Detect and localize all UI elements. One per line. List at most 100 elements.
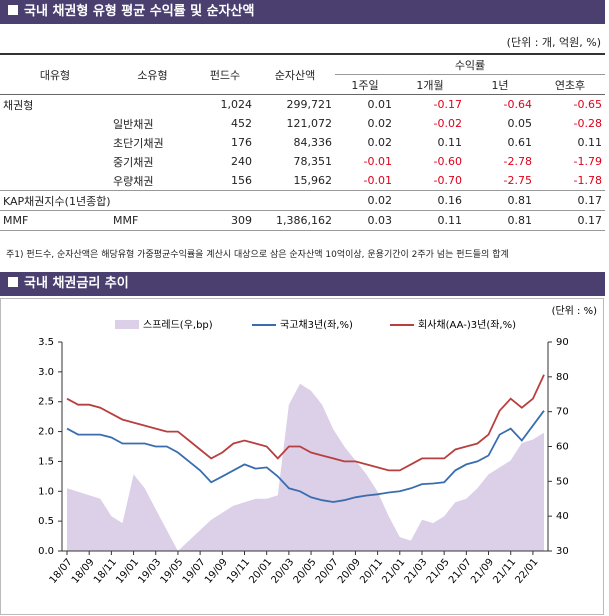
table-row: KAP채권지수(1년종합) 0.02 0.16 0.81 0.17 xyxy=(0,191,605,211)
table-cell: 309 xyxy=(231,214,252,227)
table-cell: 121,072 xyxy=(286,117,333,130)
table-cell: -0.01 xyxy=(363,155,392,168)
x-tick-label: 21/11 xyxy=(491,557,518,586)
x-tick-label: 22/01 xyxy=(514,557,541,586)
unit-note: (단위 : 개, 억원, %) xyxy=(506,36,601,49)
table-cell: MMF xyxy=(113,214,139,227)
table-cell xyxy=(0,171,110,191)
header-cell: 1년 xyxy=(491,78,509,92)
table-cell: 채권형 xyxy=(3,98,34,112)
table-cell: 78,351 xyxy=(293,155,333,168)
table-cell: 우량채권 xyxy=(113,174,154,188)
table-cell xyxy=(0,114,110,133)
x-tick-label: 19/07 xyxy=(181,557,208,586)
table-cell: -0.02 xyxy=(433,117,462,130)
y-tick-label: 3.0 xyxy=(38,367,54,378)
table-cell: -2.78 xyxy=(503,155,532,168)
table-cell: -0.28 xyxy=(573,117,602,130)
x-tick-label: 21/05 xyxy=(425,557,452,586)
table-cell: 0.01 xyxy=(367,98,393,111)
table-row: MMF MMF 309 1,386,162 0.03 0.11 0.81 0.17 xyxy=(0,211,605,231)
table-cell: 156 xyxy=(231,174,252,187)
x-tick-label: 20/01 xyxy=(247,557,274,586)
table-cell: 0.02 xyxy=(367,194,393,207)
x-tick-label: 19/09 xyxy=(203,557,230,586)
table-cell: -0.70 xyxy=(433,174,462,187)
table-cell: 1,024 xyxy=(220,98,253,111)
table-cell: 0.17 xyxy=(577,194,603,207)
table-cell xyxy=(110,95,195,115)
table-cell: 초단기채권 xyxy=(113,136,164,150)
x-tick-label: 20/05 xyxy=(292,557,319,586)
table-cell: 84,336 xyxy=(293,136,333,149)
table-cell: 176 xyxy=(231,136,252,149)
y-tick-label: 3.5 xyxy=(38,337,54,348)
x-tick-label: 18/11 xyxy=(92,557,119,586)
x-tick-label: 19/03 xyxy=(136,557,163,586)
table-cell: -0.60 xyxy=(433,155,462,168)
chart-frame xyxy=(0,298,604,615)
table-cell: 0.11 xyxy=(437,214,463,227)
table-cell: -1.78 xyxy=(573,174,602,187)
table-cell: 0.16 xyxy=(437,194,463,207)
header-cell: 대유형 xyxy=(39,68,71,82)
table-row: 우량채권 156 15,962 -0.01 -0.70 -2.75 -1.78 xyxy=(0,171,605,191)
table-cell: 일반채권 xyxy=(113,117,154,131)
table-row: 초단기채권 176 84,336 0.02 0.11 0.61 0.11 xyxy=(0,133,605,152)
table-cell: 0.11 xyxy=(437,136,463,149)
header-cell: 1개월 xyxy=(416,78,444,92)
y-tick-label: 0.5 xyxy=(38,516,54,527)
table-cell: 0.02 xyxy=(367,136,393,149)
legend-swatch xyxy=(115,320,139,329)
x-tick-label: 21/03 xyxy=(403,557,430,586)
y2-tick-label: 70 xyxy=(556,407,569,418)
y2-tick-label: 30 xyxy=(556,546,569,557)
x-tick-label: 19/11 xyxy=(225,557,252,586)
header-cell: 수익률 xyxy=(335,54,605,75)
footnote: 주1) 펀드수, 순자산액은 해당유형 가중평균수익률을 계산시 대상으로 삼은… xyxy=(6,250,509,260)
table-cell: -1.79 xyxy=(573,155,602,168)
x-tick-label: 21/07 xyxy=(447,557,474,586)
table-cell: KAP채권지수(1년종합) xyxy=(3,194,111,208)
legend-label: 회사채(AA-)3년(좌,%) xyxy=(418,319,516,331)
table-cell: 1,386,162 xyxy=(276,214,332,227)
y2-tick-label: 60 xyxy=(556,442,569,453)
x-tick-label: 19/01 xyxy=(114,557,141,586)
table-cell: 240 xyxy=(231,155,252,168)
line xyxy=(66,410,545,503)
returns-table: 대유형 소유형 펀드수 순자산액 수익률 1주일 1개월 1년 연초후 채권형 1… xyxy=(0,53,605,231)
table-cell: 0.02 xyxy=(367,117,393,130)
x-tick-label: 20/09 xyxy=(336,557,363,586)
table-cell: -0.65 xyxy=(573,98,602,111)
table-cell: -0.01 xyxy=(363,174,392,187)
table-cell xyxy=(110,191,195,211)
table-cell: 중기채권 xyxy=(113,155,154,169)
table-cell: 0.05 xyxy=(507,117,533,130)
line xyxy=(66,374,545,472)
x-tick-label: 18/07 xyxy=(48,557,75,586)
table-cell: 0.81 xyxy=(507,214,533,227)
header-cell: 연초후 xyxy=(554,78,586,92)
y-tick-label: 1.0 xyxy=(38,486,54,497)
x-tick-label: 18/09 xyxy=(70,557,97,586)
x-tick-label: 20/07 xyxy=(314,557,341,586)
y2-tick-label: 40 xyxy=(556,511,569,522)
table-cell xyxy=(255,191,335,211)
legend-label: 국고채3년(좌,%) xyxy=(280,319,353,331)
table-cell: -0.17 xyxy=(433,98,462,111)
section-title: 국내 채권금리 추이 xyxy=(24,276,129,291)
table-cell: 0.03 xyxy=(367,214,393,227)
header-cell: 펀드수 xyxy=(209,68,241,82)
x-tick-label: 19/05 xyxy=(159,557,186,586)
table-cell: 452 xyxy=(231,117,252,130)
y-tick-label: 0.0 xyxy=(38,546,54,557)
table-cell xyxy=(195,191,255,211)
table-cell xyxy=(0,152,110,171)
x-tick-label: 20/03 xyxy=(269,557,296,586)
table-row: 중기채권 240 78,351 -0.01 -0.60 -2.78 -1.79 xyxy=(0,152,605,171)
table-cell: -0.64 xyxy=(503,98,532,111)
table-cell: 0.81 xyxy=(507,194,533,207)
header-cell: 순자산액 xyxy=(274,68,316,82)
x-tick-label: 21/01 xyxy=(380,557,407,586)
